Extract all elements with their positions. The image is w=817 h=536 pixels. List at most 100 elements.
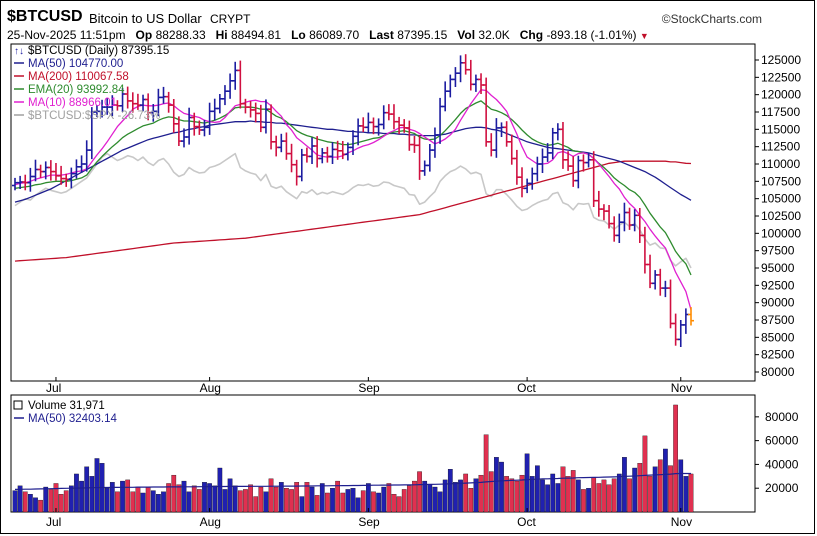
price-axis-label: 125000 (761, 53, 801, 67)
change-value: -893.18 (-1.01%) (546, 28, 637, 42)
volume-bar (524, 453, 530, 513)
volume-bar (596, 483, 602, 513)
volume-bar (186, 491, 192, 513)
volume-bar (33, 497, 38, 513)
volume-bar (463, 473, 469, 513)
legend-label: MA(200) 110067.58 (28, 71, 129, 83)
volume-bar (447, 469, 453, 513)
legend-item: MA(200) 110067.58 (14, 71, 129, 83)
volume-bar (258, 486, 264, 513)
volume-bar (688, 473, 694, 513)
volume-bar (232, 485, 238, 513)
volume-bar (12, 490, 18, 513)
price-axis-label: 100000 (761, 226, 801, 240)
volume-bar (663, 448, 668, 513)
volume-bar (89, 476, 95, 513)
volume-bar (570, 470, 576, 513)
legend-label: MA(10) 88966.01 (28, 97, 117, 109)
volume-bar (350, 488, 356, 513)
volume-axis-label: 80000 (765, 410, 799, 424)
volume-bar (84, 466, 90, 513)
price-bars (12, 54, 694, 347)
volume-bar (586, 488, 591, 513)
volume-bar (120, 480, 125, 513)
volume-bar (673, 404, 678, 513)
volume-bar (140, 492, 146, 513)
legend-item: EMA(20) 93992.84 (14, 84, 125, 96)
volume-bar (145, 486, 151, 513)
axes: 80000 82500 85000 87500 90000 92500 95000 97500… (46, 53, 801, 529)
volume-bar (499, 461, 504, 513)
volume-bar (386, 483, 392, 513)
last-value: 87395.15 (397, 28, 448, 42)
month-label: Sep (358, 515, 380, 529)
volume-bar (263, 491, 269, 513)
volume-bar (437, 491, 443, 513)
volume-bar (657, 459, 663, 513)
volume-bar (494, 457, 499, 513)
price-axis-label: 117500 (761, 105, 800, 119)
volume-bar (396, 496, 402, 513)
legend-item: ↑↓ $BTCUSD (Daily) 87395.15 (14, 45, 169, 57)
volume-bar (371, 491, 376, 513)
volume-bar (125, 479, 131, 513)
volume-bar (150, 490, 156, 513)
volume-bar (555, 483, 561, 513)
volume-bar (478, 474, 484, 513)
volume-bar (422, 480, 428, 513)
volume-bar (335, 480, 340, 513)
volume-bar (632, 467, 638, 513)
volume-bar (94, 458, 100, 513)
volume-bar (488, 471, 494, 513)
volume-bar (647, 476, 653, 513)
volume-ma50-line (14, 472, 691, 490)
price-axis-label: 122500 (761, 70, 801, 84)
volume-bar (278, 482, 284, 513)
volume-bar (683, 476, 689, 513)
volume-bar (432, 486, 438, 513)
open-label: Op (135, 28, 153, 42)
price-axis-label: 97500 (761, 244, 795, 258)
brand-watermark[interactable]: ©StockCharts.com (661, 12, 762, 26)
month-label: Nov (671, 381, 692, 395)
volume-bar (202, 482, 207, 513)
volume-bar (381, 486, 387, 513)
volume-bar (611, 478, 617, 513)
volume-bar (171, 474, 177, 513)
volume-bar (345, 489, 351, 513)
legend-label: EMA(20) 93992.84 (28, 84, 125, 96)
volume-legend-label: MA(50) 32403.14 (28, 413, 117, 425)
low-value: 86089.70 (309, 28, 360, 42)
price-axis-label: 85000 (761, 330, 795, 344)
volume-bar (135, 486, 141, 513)
volume-bar (53, 483, 59, 513)
volume-bar (560, 466, 566, 513)
price-axis-label: 80000 (761, 365, 795, 379)
month-label: Oct (517, 381, 536, 395)
volume-bar (63, 490, 69, 513)
volume-axis-label: 20000 (765, 481, 799, 495)
volume-bar (268, 478, 274, 513)
quote-date: 25-Nov-2025 11:51pm (7, 28, 126, 42)
price-axis-label: 87500 (761, 313, 795, 327)
month-label: Aug (200, 515, 221, 529)
volume-bar (314, 495, 320, 513)
month-label: Jul (46, 515, 61, 529)
open-value: 88288.33 (155, 28, 206, 42)
volume-bar (504, 476, 509, 513)
volume-label: Vol (457, 28, 476, 42)
volume-bar (43, 486, 49, 513)
volume-bar (309, 486, 315, 513)
volume-bar (222, 489, 228, 513)
volume-bar (616, 473, 622, 513)
legend-item: MA(10) 88966.01 (14, 97, 117, 109)
volume-bar (227, 478, 233, 513)
volume-bar (565, 476, 571, 513)
volume-bar (442, 479, 448, 513)
volume-bar (622, 457, 627, 513)
volume-bar (197, 489, 202, 513)
volume-bar (68, 485, 74, 513)
volume-bar (109, 482, 115, 513)
